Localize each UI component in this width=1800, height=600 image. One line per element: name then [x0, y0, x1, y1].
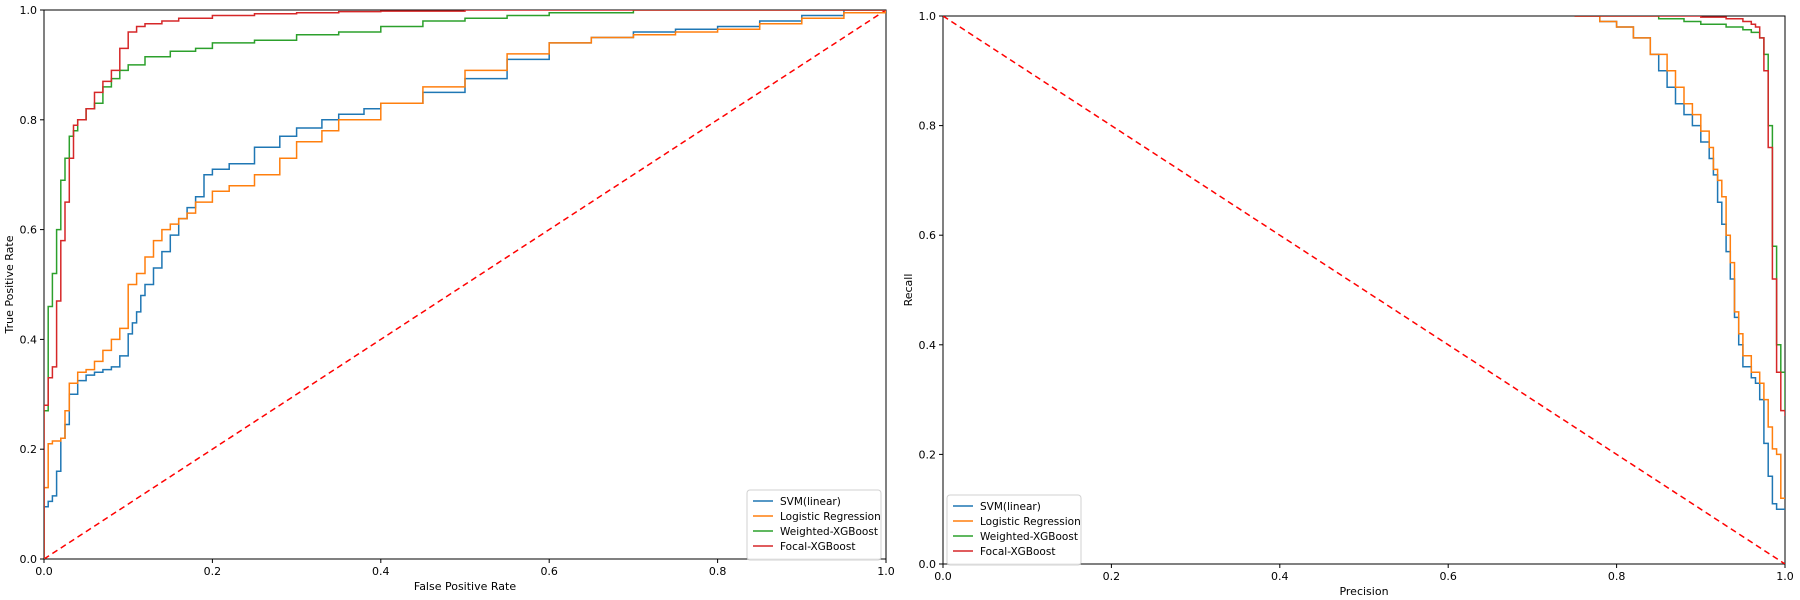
- y-tick-label: 0.8: [20, 114, 38, 127]
- legend-label: Focal-XGBoost: [780, 541, 855, 553]
- y-tick-label: 0.2: [20, 443, 38, 456]
- series-line-logistic-regression: [1574, 16, 1785, 499]
- series-line-svm-linear: [1574, 16, 1785, 510]
- y-tick-label: 0.0: [919, 558, 937, 571]
- x-tick-label: 0.8: [709, 565, 727, 578]
- x-tick-label: 0.6: [540, 565, 558, 578]
- series-line-logistic-regression: [44, 10, 886, 559]
- chart-2: 0.0 0.2 0.4 0.6 0.8 1.0 0.0 0.2 0.4 0.6 0.8 1.0 Prec…: [902, 10, 1794, 598]
- x-tick-label: 0.0: [934, 570, 952, 583]
- legend: SVM(linear) Logistic Regression Weighted-X…: [746, 489, 882, 561]
- x-tick-label: 0.4: [372, 565, 390, 578]
- x-tick-label: 0.2: [1103, 570, 1121, 583]
- y-tick-label: 0.0: [20, 553, 38, 566]
- y-tick-label: 0.6: [919, 229, 937, 242]
- legend-label: Weighted-XGBoost: [780, 526, 878, 538]
- y-tick-label: 0.8: [919, 120, 937, 133]
- legend-label: Weighted-XGBoost: [980, 531, 1078, 543]
- series-line-weighted-xgboost: [44, 10, 886, 559]
- y-axis-label: True Positive Rate: [3, 235, 16, 334]
- legend-label: Logistic Regression: [780, 511, 881, 523]
- x-tick-label: 1.0: [1776, 570, 1794, 583]
- y-tick-label: 0.2: [919, 448, 937, 461]
- x-axis-label: Precision: [1339, 585, 1388, 598]
- series-line-focal-xgboost: [1574, 16, 1785, 416]
- y-axis-label: Recall: [902, 274, 915, 307]
- y-tick-label: 0.4: [20, 333, 38, 346]
- x-tick-label: 0.2: [204, 565, 222, 578]
- reference-line: [44, 10, 886, 559]
- y-tick-label: 0.4: [919, 339, 937, 352]
- y-tick-label: 1.0: [20, 4, 38, 17]
- x-axis-label: False Positive Rate: [414, 580, 516, 593]
- y-tick-label: 1.0: [919, 10, 937, 23]
- reference-line: [943, 16, 1785, 564]
- x-tick-label: 0.8: [1608, 570, 1626, 583]
- chart-1: 0.0 0.2 0.4 0.6 0.8 1.0 0.0 0.2 0.4 0.6 0.8 1.0 Fals…: [3, 4, 895, 593]
- legend-box: [946, 494, 1082, 566]
- legend-label: Focal-XGBoost: [980, 546, 1055, 558]
- y-tick-label: 0.6: [20, 224, 38, 237]
- x-tick-label: 1.0: [877, 565, 895, 578]
- legend-box: [746, 489, 882, 561]
- x-tick-label: 0.0: [35, 565, 53, 578]
- series-line-focal-xgboost: [44, 10, 886, 559]
- legend-label: Logistic Regression: [980, 516, 1081, 528]
- legend-label: SVM(linear): [980, 501, 1041, 513]
- x-tick-label: 0.4: [1271, 570, 1289, 583]
- x-tick-label: 0.6: [1439, 570, 1457, 583]
- legend: SVM(linear) Logistic Regression Weighted-X…: [946, 494, 1082, 566]
- legend-label: SVM(linear): [780, 496, 841, 508]
